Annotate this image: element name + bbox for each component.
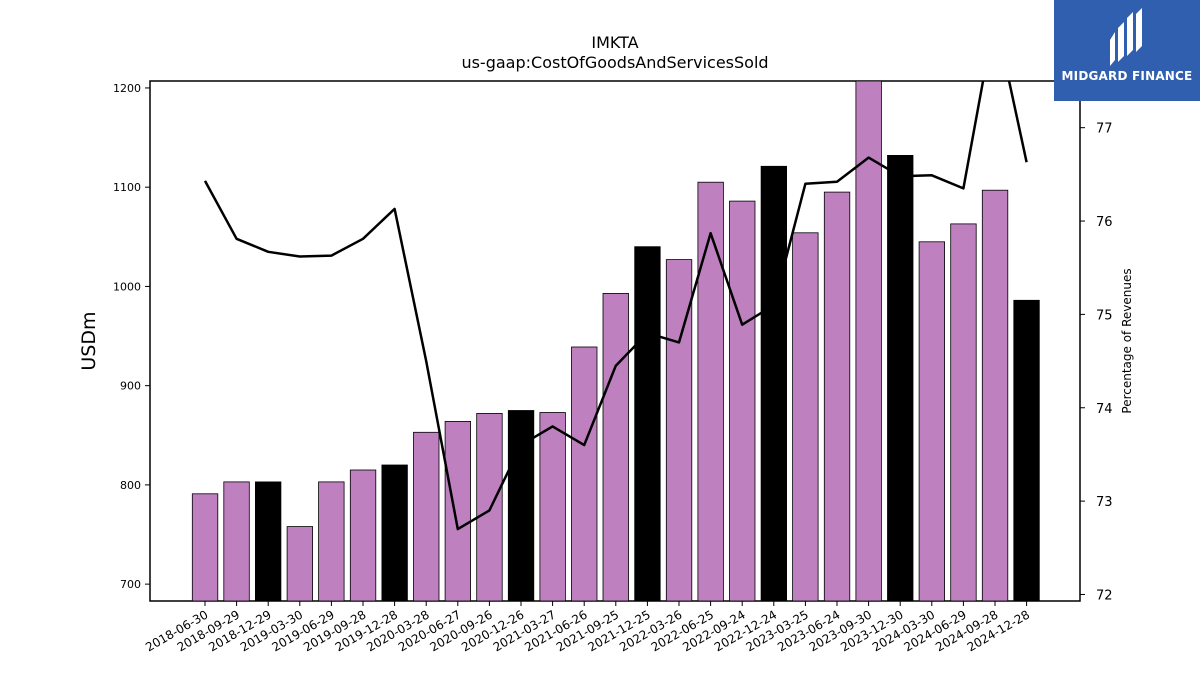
y-tick-label: 1200 <box>113 82 141 95</box>
bar-2023-06-24 <box>823 191 851 602</box>
bar-2019-06-29 <box>318 481 345 602</box>
bar-2024-03-30 <box>918 241 945 602</box>
midgard-finance-logo: MIDGARD FINANCE <box>1054 0 1200 101</box>
y2-tick-label: 73 <box>1096 495 1113 510</box>
bar-2024-06-29 <box>950 223 977 602</box>
bar-2023-12-30 <box>887 154 914 602</box>
logo-mark-icon <box>1110 8 1142 66</box>
bar-2018-09-29 <box>223 481 250 602</box>
y-tick-label: 1100 <box>113 181 141 194</box>
bar-2021-12-25 <box>634 246 661 602</box>
y2-tick-label: 75 <box>1096 308 1113 323</box>
y-tick-label: 800 <box>120 479 141 492</box>
bar-2020-03-28 <box>413 431 440 602</box>
y2-tick-label: 76 <box>1096 215 1113 230</box>
bar-2021-09-25 <box>602 292 629 602</box>
chart-title: IMKTA <box>591 33 639 52</box>
bar-2024-12-28 <box>1013 299 1040 602</box>
bar-2021-06-26 <box>571 346 598 602</box>
bar-2022-12-24 <box>760 165 787 602</box>
bar-2023-03-25 <box>792 232 819 602</box>
bar-2021-03-27 <box>539 412 566 602</box>
y2-tick-label: 77 <box>1096 122 1113 137</box>
bar-2019-03-30 <box>286 526 314 602</box>
bar-2022-06-25 <box>697 181 724 602</box>
bar-2022-09-24 <box>729 200 756 602</box>
bar-2020-06-27 <box>444 420 472 602</box>
y-tick-label: 700 <box>120 578 141 591</box>
y2-tick-label: 74 <box>1096 402 1113 417</box>
bar-2020-12-26 <box>507 410 535 602</box>
y-tick-label: 1000 <box>113 280 141 293</box>
bar-2019-12-28 <box>381 464 408 602</box>
chart-subtitle: us-gaap:CostOfGoodsAndServicesSold <box>461 53 769 72</box>
bar-2020-09-26 <box>476 412 503 602</box>
y-axis-label: USDm <box>78 311 100 370</box>
percentage-line <box>203 81 1028 531</box>
y2-tick-label: 72 <box>1096 588 1113 603</box>
bar-2018-06-30 <box>191 493 219 602</box>
bar-2024-09-28 <box>981 189 1009 602</box>
logo-text: MIDGARD FINANCE <box>1061 69 1193 83</box>
y-tick-label: 900 <box>120 380 141 393</box>
y2-axis-label: Percentage of Revenues <box>1120 268 1134 413</box>
bar-2018-12-29 <box>254 481 282 602</box>
bar-2019-09-28 <box>349 469 377 602</box>
